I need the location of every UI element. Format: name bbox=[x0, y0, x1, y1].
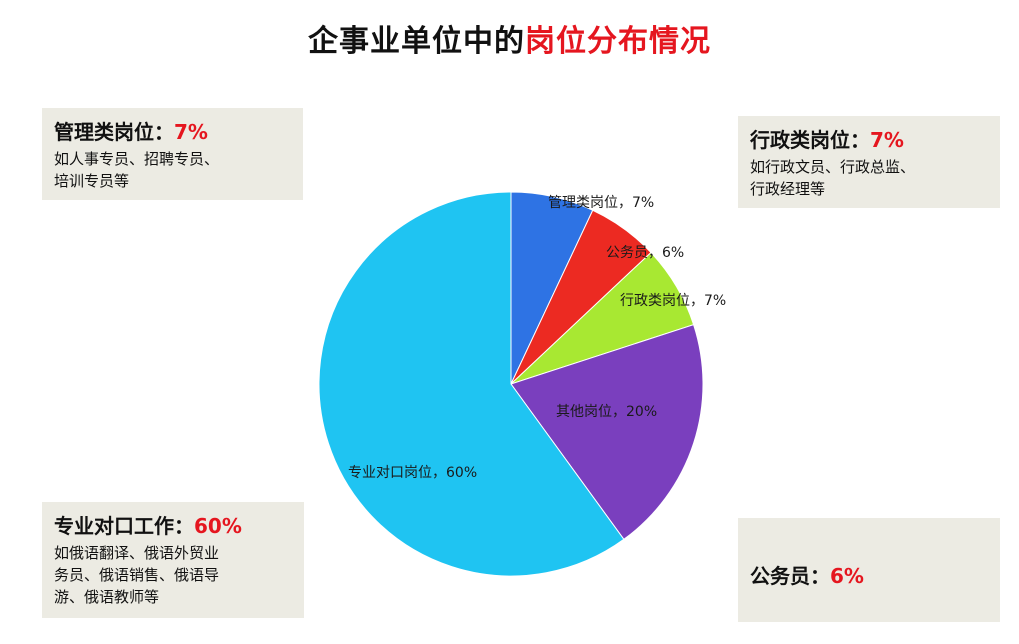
card-civil-servant-head: 公务员：6% bbox=[750, 562, 988, 590]
card-administrative-head: 行政类岗位：7% bbox=[750, 126, 988, 154]
pie-labels: 管理类岗位，7% 公务员，6% 行政类岗位，7% 其他岗位，20% 专业对口岗位… bbox=[348, 195, 726, 481]
card-management-desc-line: 如人事专员、招聘专员、 bbox=[54, 150, 220, 168]
card-management-head: 管理类岗位：7% bbox=[54, 118, 291, 146]
card-civil-servant: 公务员：6% bbox=[738, 518, 1000, 622]
card-administrative-desc-line: 如行政文员、行政总监、 bbox=[750, 158, 916, 176]
card-administrative-desc-line: 行政经理等 bbox=[750, 180, 826, 198]
card-administrative-desc: 如行政文员、行政总监、 行政经理等 bbox=[750, 156, 988, 200]
card-management: 管理类岗位：7% 如人事专员、招聘专员、 培训专员等 bbox=[42, 108, 303, 200]
slice-label-mgmt: 管理类岗位，7% bbox=[548, 195, 654, 211]
page-title: 企事业单位中的岗位分布情况 bbox=[0, 16, 1019, 60]
slice-label-other: 其他岗位，20% bbox=[556, 404, 657, 420]
card-civil-servant-pct: 6% bbox=[830, 564, 864, 588]
card-civil-servant-label: 公务员： bbox=[750, 564, 830, 588]
slice-professional bbox=[318, 191, 625, 577]
pie-slices bbox=[318, 191, 704, 577]
slice-label-pro: 专业对口岗位，60% bbox=[348, 465, 477, 481]
card-professional-pct: 60% bbox=[194, 514, 242, 538]
title-prefix: 企事业单位中的 bbox=[308, 24, 525, 59]
slice-label-admin: 行政类岗位，7% bbox=[620, 293, 726, 309]
card-professional-head: 专业对口工作：60% bbox=[54, 512, 292, 540]
title-highlight: 岗位分布情况 bbox=[525, 24, 711, 59]
card-administrative-pct: 7% bbox=[870, 128, 904, 152]
slice-label-civil: 公务员，6% bbox=[606, 245, 684, 261]
card-management-pct: 7% bbox=[174, 120, 208, 144]
card-administrative: 行政类岗位：7% 如行政文员、行政总监、 行政经理等 bbox=[738, 116, 1000, 208]
card-management-label: 管理类岗位： bbox=[54, 120, 174, 144]
card-professional-label: 专业对口工作： bbox=[54, 514, 194, 538]
card-professional-desc-line: 游、俄语教师等 bbox=[54, 588, 160, 606]
card-professional-desc: 如俄语翻译、俄语外贸业 务员、俄语销售、俄语导 游、俄语教师等 bbox=[54, 542, 292, 608]
card-administrative-label: 行政类岗位： bbox=[750, 128, 870, 152]
card-management-desc: 如人事专员、招聘专员、 培训专员等 bbox=[54, 148, 291, 192]
card-management-desc-line: 培训专员等 bbox=[54, 172, 130, 190]
card-professional: 专业对口工作：60% 如俄语翻译、俄语外贸业 务员、俄语销售、俄语导 游、俄语教… bbox=[42, 502, 304, 618]
card-professional-desc-line: 如俄语翻译、俄语外贸业 bbox=[54, 544, 220, 562]
card-professional-desc-line: 务员、俄语销售、俄语导 bbox=[54, 566, 220, 584]
slice-other bbox=[510, 324, 704, 541]
